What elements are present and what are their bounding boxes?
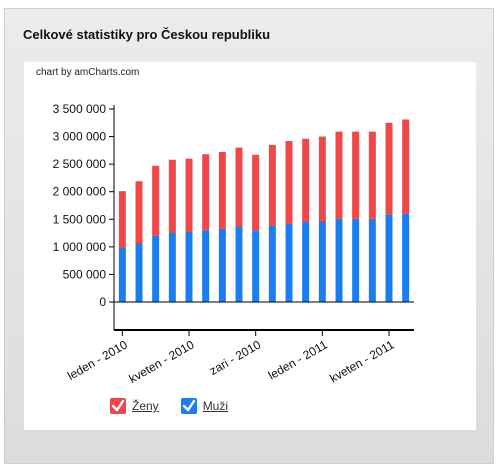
- checkbox-checked-icon[interactable]: [110, 398, 126, 414]
- bar-zeny: [385, 122, 393, 215]
- bar-zeny: [368, 131, 376, 219]
- bar-muzi: [302, 222, 310, 302]
- bar-muzi: [368, 218, 376, 302]
- y-tick-label: 500 000: [63, 267, 107, 281]
- bar-zeny: [218, 152, 226, 229]
- bar-zeny: [285, 140, 293, 224]
- chart-card: chart by amCharts.com 3 500 000 3 000 000…: [24, 62, 476, 430]
- bar-zeny: [352, 131, 360, 219]
- statistics-panel: Celkové statistiky pro Českou republiku …: [4, 8, 494, 464]
- x-tick-label: leden - 2010: [65, 337, 130, 383]
- y-tick-label: 2 000 000: [53, 185, 107, 199]
- bar-muzi: [285, 223, 293, 302]
- bar-muzi: [402, 213, 410, 302]
- stacked-bar-chart: 3 500 000 3 000 000 2 500 000 2 000 000 1 50…: [53, 102, 414, 386]
- bar-muzi: [252, 230, 260, 302]
- bar-muzi: [268, 225, 276, 302]
- x-tick-label: kveten - 2011: [327, 337, 396, 385]
- bar-muzi: [202, 230, 210, 302]
- x-tick-label: kveten - 2010: [127, 337, 197, 386]
- bar-zeny: [118, 191, 126, 248]
- bar-zeny: [185, 158, 193, 232]
- bar-muzi: [235, 226, 243, 302]
- y-tick-label: 3 000 000: [53, 130, 107, 144]
- bar-muzi: [152, 235, 160, 302]
- bar-muzi: [218, 228, 226, 302]
- bar-zeny: [202, 154, 210, 231]
- x-tick-label: leden - 2011: [266, 337, 330, 382]
- legend-label: Ženy: [132, 399, 159, 413]
- chart-legend: Ženy Muži: [110, 398, 228, 414]
- legend-label: Muži: [202, 399, 229, 413]
- legend-item-zeny[interactable]: Ženy: [110, 398, 159, 414]
- bar-zeny: [302, 138, 310, 223]
- bar-zeny: [402, 119, 410, 214]
- bar-muzi: [335, 218, 343, 302]
- y-tick-label: 1 000 000: [53, 240, 107, 254]
- y-tick-label: 3 500 000: [53, 102, 107, 116]
- bar-zeny: [268, 144, 276, 226]
- panel-title: Celkové statistiky pro Českou republiku: [23, 27, 271, 42]
- bar-muzi: [135, 242, 143, 302]
- bar-muzi: [385, 214, 393, 302]
- bar-zeny: [252, 154, 260, 231]
- bar-muzi: [118, 247, 126, 302]
- y-tick-label: 0: [99, 295, 106, 309]
- bar-muzi: [185, 231, 193, 302]
- chart-credit-link[interactable]: chart by amCharts.com: [36, 67, 140, 78]
- y-tick-label: 1 500 000: [53, 212, 107, 226]
- bar-zeny: [335, 131, 343, 219]
- bar-zeny: [235, 147, 243, 227]
- legend-item-muzi[interactable]: Muži: [180, 398, 229, 414]
- bar-muzi: [168, 232, 176, 302]
- bar-zeny: [168, 159, 176, 233]
- x-tick-label: zari - 2010: [207, 337, 263, 378]
- checkbox-checked-icon[interactable]: [180, 398, 197, 414]
- bar-muzi: [352, 218, 360, 302]
- bar-zeny: [152, 165, 160, 236]
- bar-muzi: [318, 220, 326, 302]
- y-tick-label: 2 500 000: [53, 157, 107, 171]
- bar-zeny: [135, 181, 143, 243]
- bar-zeny: [318, 136, 326, 221]
